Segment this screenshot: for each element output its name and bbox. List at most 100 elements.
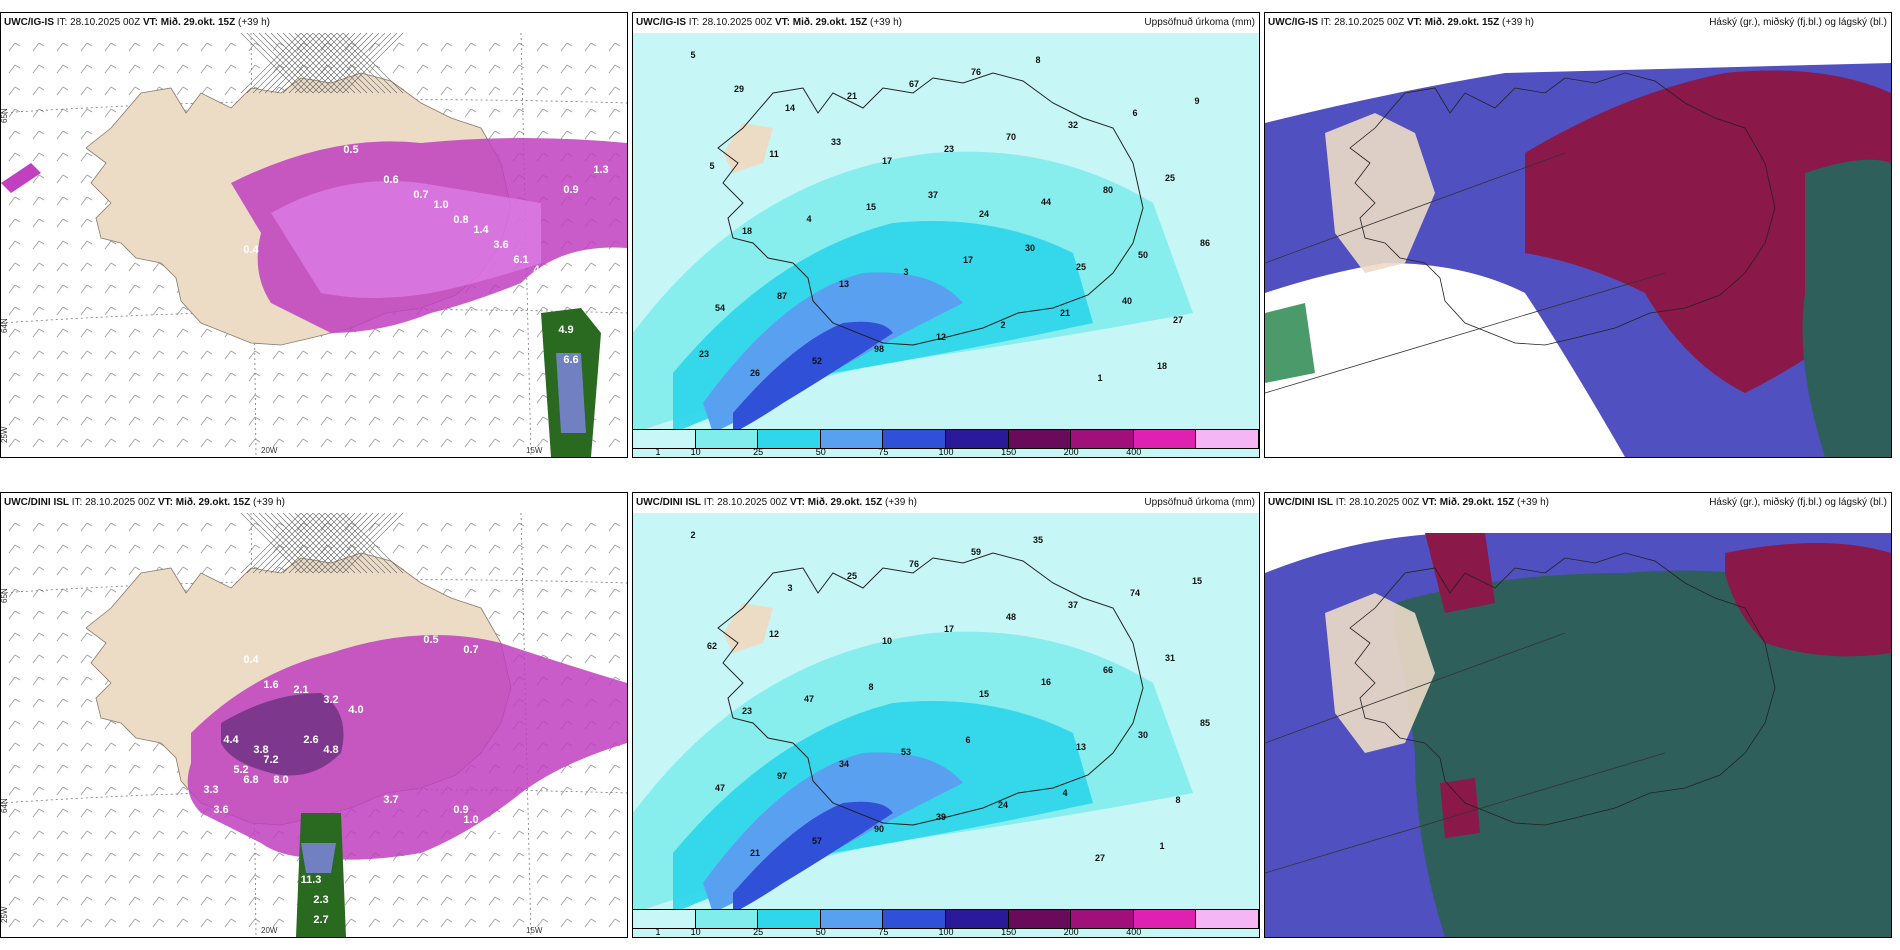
map-canvas: 5141724252726212344505452677080868798763… xyxy=(633,33,1259,457)
color-swatch xyxy=(758,910,821,928)
value-label: 2.7 xyxy=(313,914,328,926)
value-label: 11 xyxy=(769,149,779,159)
value-label: 4.8 xyxy=(323,744,338,756)
value-label: 1 xyxy=(1159,841,1164,851)
panel-cloud-dini: UWC/DINI ISL IT: 28.10.2025 00Z VT: Mið.… xyxy=(1264,492,1892,938)
value-label: 59 xyxy=(971,547,981,557)
value-label: 9 xyxy=(1194,96,1199,106)
model-name: UWC/IG-IS xyxy=(1268,17,1318,28)
legend-tick: 1 xyxy=(655,927,661,937)
value-label: 53 xyxy=(901,747,911,757)
value-label: 39 xyxy=(936,812,946,822)
value-label: 1.0 xyxy=(433,199,448,211)
panel-title: UWC/IG-IS IT: 28.10.2025 00Z VT: Mið. 29… xyxy=(633,13,1259,33)
panel-title: UWC/IG-IS IT: 28.10.2025 00Z VT: Mið. 29… xyxy=(1265,13,1891,33)
panel-subtitle: Háský (gr.), miðský (fj.bl.) og lágský (… xyxy=(1709,17,1887,28)
panel-title: UWC/DINI ISL IT: 28.10.2025 00Z VT: Mið.… xyxy=(1265,493,1891,513)
value-label: 6 xyxy=(1132,108,1137,118)
color-swatch xyxy=(883,430,946,448)
panel-precip-igis: UWC/IG-IS IT: 28.10.2025 00Z VT: Mið. 29… xyxy=(632,12,1260,458)
value-label: 0.7 xyxy=(413,189,428,201)
value-label: 44 xyxy=(1041,197,1051,207)
value-label: 76 xyxy=(909,559,919,569)
value-label: 10 xyxy=(882,636,892,646)
value-label: 1.3 xyxy=(593,164,608,176)
value-label: 48 xyxy=(1006,612,1016,622)
value-label: 40 xyxy=(1122,296,1132,306)
value-label: 4.9 xyxy=(558,324,573,336)
value-label: 4.4 xyxy=(223,734,239,746)
value-label: 54 xyxy=(715,303,725,313)
value-label: 16 xyxy=(1041,677,1051,687)
value-label: 70 xyxy=(1006,132,1016,142)
value-label: 7.9 xyxy=(553,289,568,301)
value-label: 25 xyxy=(847,571,857,581)
legend-tick: 100 xyxy=(938,927,954,937)
value-label: 21 xyxy=(750,848,760,858)
color-swatch xyxy=(758,430,821,448)
panel-subtitle: Uppsöfnuð úrkoma (mm) xyxy=(1144,497,1255,508)
precip-legend: 1 10 25 50 75 100 150 200 400 xyxy=(633,429,1259,457)
legend-tick: 25 xyxy=(753,447,764,457)
value-label: 18 xyxy=(1157,361,1167,371)
map-cloud xyxy=(1265,513,1891,937)
init-time: IT: 28.10.2025 00Z xyxy=(1335,497,1420,508)
value-label: 1 xyxy=(1097,373,1102,383)
value-label: 3.6 xyxy=(493,239,508,251)
value-label: 21 xyxy=(847,91,857,101)
init-time: IT: 28.10.2025 00Z xyxy=(71,497,156,508)
value-label: 6 xyxy=(965,735,970,745)
map-canvas: 2310151382125171630475776486685979059373… xyxy=(633,513,1259,937)
value-label: 12 xyxy=(936,332,946,342)
value-label: 97 xyxy=(777,771,787,781)
value-label: 1.3 xyxy=(493,824,508,836)
precip-legend: 1 10 25 50 75 100 150 200 400 xyxy=(633,909,1259,937)
model-name: UWC/DINI ISL xyxy=(4,497,69,508)
value-label: 35 xyxy=(1033,535,1043,545)
panel-cloud-igis: UWC/IG-IS IT: 28.10.2025 00Z VT: Mið. 29… xyxy=(1264,12,1892,458)
value-label: 47 xyxy=(715,783,725,793)
valid-time: VT: Mið. 29.okt. 15Z xyxy=(157,497,251,508)
color-swatch xyxy=(1008,910,1072,928)
legend-tick: 400 xyxy=(1126,447,1142,457)
value-label: 0.5 xyxy=(343,144,358,156)
lat-label: 25W xyxy=(1,906,9,923)
color-swatch xyxy=(945,910,1009,928)
lon-label: 20W xyxy=(261,926,278,935)
map-snow: 0.5 0.7 0.4 1.6 2.1 3.2 4.4 3.8 5.2 6.8 8.0 7.2 2.6 4… xyxy=(1,513,627,937)
value-label: 2 xyxy=(690,530,695,540)
color-swatch xyxy=(1196,430,1259,448)
valid-time: VT: Mið. 29.okt. 15Z xyxy=(142,17,236,28)
lat-label: 64N xyxy=(1,318,9,333)
value-label: 34 xyxy=(839,759,849,769)
value-label: 23 xyxy=(944,144,954,154)
value-label: 3.3 xyxy=(203,784,218,796)
value-label: 67 xyxy=(909,79,919,89)
value-label: 50 xyxy=(1138,250,1148,260)
value-label: 80 xyxy=(1103,185,1113,195)
color-scale xyxy=(633,429,1259,449)
value-label: 0.8 xyxy=(453,214,468,226)
value-label: 0.4 xyxy=(243,654,259,666)
value-label: 4.0 xyxy=(348,704,363,716)
init-time: IT: 28.10.2025 00Z xyxy=(1320,17,1405,28)
init-time: IT: 28.10.2025 00Z xyxy=(56,17,141,28)
panel-subtitle: Uppsöfnuð úrkoma (mm) xyxy=(1144,17,1255,28)
model-name: UWC/DINI ISL xyxy=(636,497,701,508)
map-cloud xyxy=(1265,33,1891,457)
value-label: 87 xyxy=(777,291,787,301)
value-label: 23 xyxy=(699,349,709,359)
value-label: 52 xyxy=(812,356,822,366)
legend-tick: 50 xyxy=(815,927,826,937)
value-label: 98 xyxy=(874,344,884,354)
value-label: 32 xyxy=(1068,120,1078,130)
value-label: 85 xyxy=(1200,718,1210,728)
value-label: 1.6 xyxy=(263,679,278,691)
value-label: 3 xyxy=(787,583,792,593)
value-label: 86 xyxy=(1200,238,1210,248)
value-label: 27 xyxy=(1095,853,1105,863)
value-label: 15 xyxy=(979,689,989,699)
value-label: 74 xyxy=(1130,588,1140,598)
valid-time: VT: Mið. 29.okt. 15Z xyxy=(1406,17,1500,28)
value-label: 8 xyxy=(1035,55,1040,65)
